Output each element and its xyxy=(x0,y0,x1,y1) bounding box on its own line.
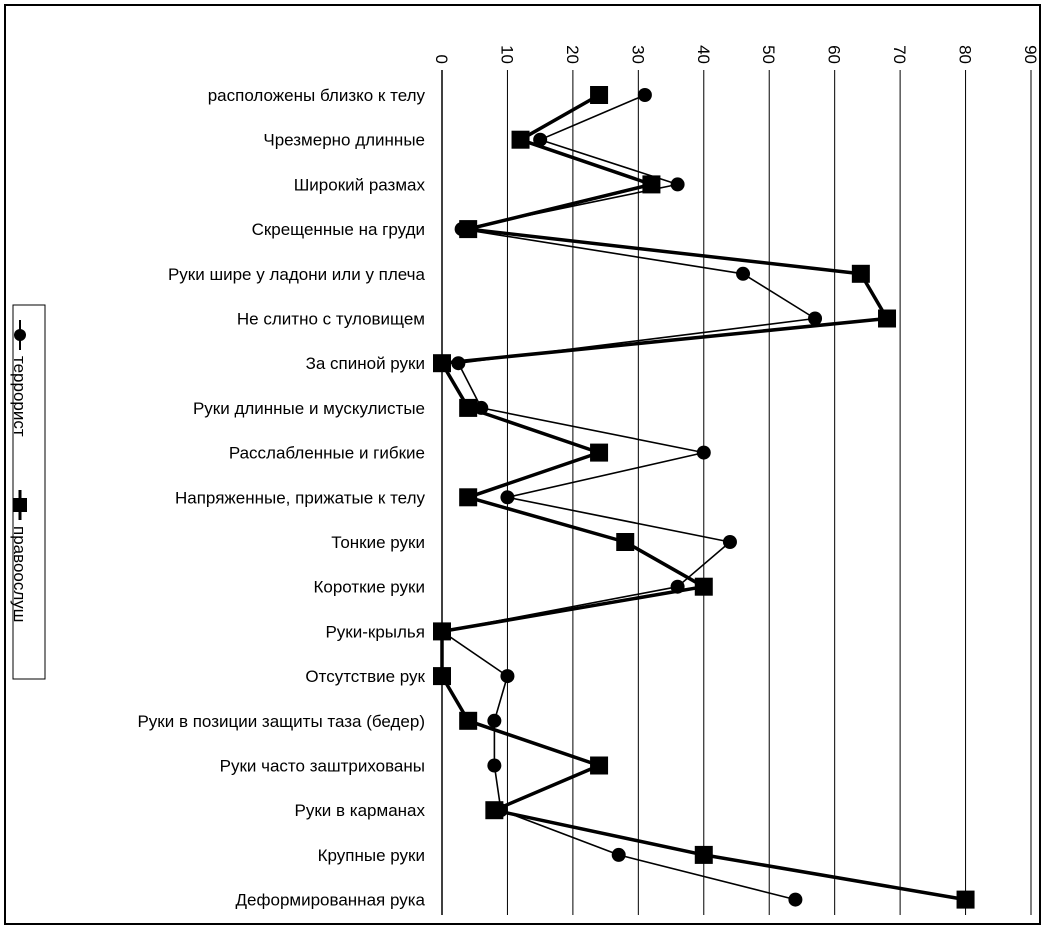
legend-box xyxy=(12,304,46,680)
data-point-circle xyxy=(696,445,711,460)
category-label: Отсутствие рук xyxy=(305,667,425,686)
category-label: Тонкие руки xyxy=(331,533,425,552)
tick-label: 20 xyxy=(563,45,582,64)
tick-label: 70 xyxy=(890,45,909,64)
data-point-square xyxy=(485,801,504,820)
data-point-square xyxy=(590,443,609,462)
data-point-square xyxy=(590,86,609,104)
category-label: расположены близко к телу xyxy=(208,86,426,105)
data-point-circle xyxy=(500,669,515,684)
category-label: Руки в позиции защиты таза (бедер) xyxy=(137,712,425,731)
legend: террорист правоослуш xyxy=(10,304,46,680)
tick-label: 90 xyxy=(1021,45,1040,64)
category-label: Руки в карманах xyxy=(295,801,426,820)
tick-label: 10 xyxy=(497,45,516,64)
legend-label-orthodox: правоослуш xyxy=(10,526,29,622)
category-label: Напряженные, прижатые к телу xyxy=(175,488,425,507)
series-layer xyxy=(433,86,975,909)
category-label: Не слитно с туловищем xyxy=(237,310,425,329)
chart-frame xyxy=(4,4,1041,925)
data-point-square xyxy=(433,354,451,373)
category-label: Руки-крылья xyxy=(325,622,425,641)
tick-label: 30 xyxy=(628,45,647,64)
data-point-square xyxy=(459,488,478,507)
data-point-square xyxy=(459,711,478,730)
data-point-square xyxy=(459,220,478,239)
category-label: Деформированная рука xyxy=(236,891,426,910)
tick-labels: 0 10 20 30 40 50 60 70 80 90 xyxy=(432,45,1040,64)
tick-label: 0 xyxy=(432,55,451,64)
legend-label-terrorist: террорист xyxy=(10,356,29,437)
category-label: Чрезмерно длинные xyxy=(263,131,425,150)
data-point-square xyxy=(694,577,713,596)
category-label: Скрещенные на груди xyxy=(252,220,425,239)
category-label: Широкий размах xyxy=(294,175,426,194)
legend-marker-orthodox xyxy=(13,498,27,512)
data-point-square xyxy=(878,309,897,328)
category-label: Расслабленные и гибкие xyxy=(229,444,425,463)
data-point-square xyxy=(433,622,451,641)
legend-marker-terrorist xyxy=(14,329,26,341)
tick-label: 50 xyxy=(759,45,778,64)
data-point-square xyxy=(590,756,609,775)
data-point-square xyxy=(459,398,478,417)
series-line xyxy=(441,94,816,901)
category-label: Руки длинные и мускулистые xyxy=(193,399,425,418)
data-point-circle xyxy=(637,88,652,102)
data-point-square xyxy=(956,890,975,909)
data-point-square xyxy=(851,264,870,283)
category-label: За спиной руки xyxy=(306,354,425,373)
data-point-square xyxy=(642,175,661,194)
data-point-square xyxy=(694,845,713,864)
data-point-circle xyxy=(487,758,502,773)
data-point-circle xyxy=(722,535,737,549)
tick-label: 80 xyxy=(956,45,975,64)
category-label: Короткие руки xyxy=(314,578,426,597)
data-point-square xyxy=(511,130,530,149)
category-label: Руки часто заштрихованы xyxy=(220,757,425,776)
category-label: Руки шире у ладони или у плеча xyxy=(168,265,426,284)
data-point-circle xyxy=(533,132,548,147)
tick-label: 40 xyxy=(694,45,713,64)
grid-layer xyxy=(441,70,1032,915)
data-point-circle xyxy=(670,177,685,192)
data-point-circle xyxy=(487,713,502,728)
data-point-circle xyxy=(736,266,751,281)
data-point-square xyxy=(616,533,635,551)
data-point-circle xyxy=(788,892,803,907)
category-labels: расположены близко к телу Чрезмерно длинн… xyxy=(137,86,425,910)
category-label: Крупные руки xyxy=(318,846,425,865)
data-point-square xyxy=(433,667,451,686)
tick-label: 60 xyxy=(825,45,844,64)
data-point-circle xyxy=(500,490,515,505)
data-point-circle xyxy=(808,311,823,326)
data-point-circle xyxy=(611,847,626,862)
